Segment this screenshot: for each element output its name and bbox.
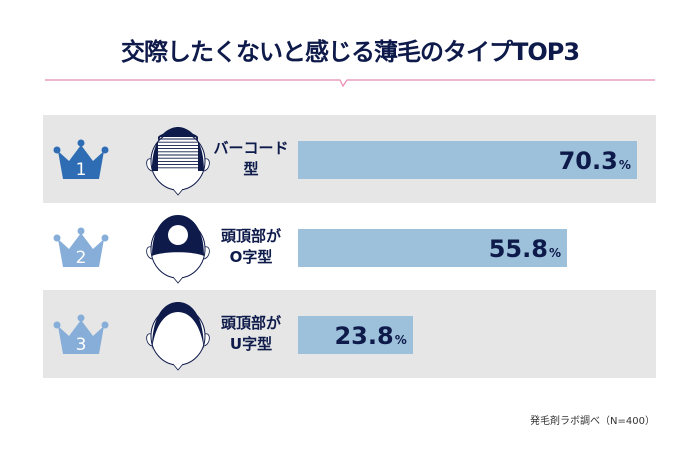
category-label-line: 頭頂部が bbox=[220, 314, 281, 332]
data-label: 23.8% bbox=[334, 316, 406, 354]
rank-2-crown-icon: 2 bbox=[53, 227, 109, 268]
value-text: 23.8 bbox=[334, 322, 394, 350]
unit-text: % bbox=[548, 246, 561, 260]
category-label: 頭頂部が O字型 bbox=[213, 203, 289, 291]
data-label: 55.8% bbox=[489, 229, 561, 267]
category-label-line: バーコード bbox=[213, 139, 289, 157]
bar bbox=[298, 141, 637, 179]
value-text: 70.3 bbox=[558, 147, 618, 175]
o-shaped-bald-head-icon bbox=[146, 215, 210, 284]
unit-text: % bbox=[618, 158, 631, 172]
title-divider bbox=[45, 79, 655, 88]
u-shaped-bald-head-icon bbox=[146, 302, 210, 371]
category-label-line: U字型 bbox=[229, 335, 273, 353]
bar bbox=[298, 229, 567, 267]
category-label-line: O字型 bbox=[229, 248, 273, 266]
category-label-line: 頭頂部が bbox=[220, 227, 281, 245]
chart-row-rank-2: 2 頭頂部が O字型 55.8% bbox=[43, 203, 656, 291]
rank-number: 2 bbox=[76, 248, 87, 268]
bar bbox=[298, 316, 413, 354]
category-label: バーコード型 bbox=[213, 115, 289, 203]
category-label: 頭頂部が U字型 bbox=[213, 290, 289, 378]
value-text: 55.8 bbox=[488, 235, 548, 263]
chart-row-rank-1: 1 バーコード型 70.3% bbox=[43, 115, 656, 203]
data-label: 70.3% bbox=[559, 141, 631, 179]
chart-row-rank-3: 3 頭頂部が U字型 23.8% bbox=[43, 290, 656, 378]
source-note: 発毛剤ラボ調べ（N=400） bbox=[530, 416, 655, 427]
rank-3-crown-icon: 3 bbox=[53, 314, 109, 355]
rank-1-crown-icon: 1 bbox=[53, 139, 109, 180]
rank-number: 3 bbox=[76, 335, 87, 355]
chart-title: 交際したくないと感じる薄毛のタイプTOP3 bbox=[120, 38, 580, 66]
barcode-hair-head-icon bbox=[146, 127, 210, 196]
unit-text: % bbox=[394, 333, 407, 347]
rank-number: 1 bbox=[76, 160, 87, 180]
category-label-line: 型 bbox=[243, 160, 259, 178]
